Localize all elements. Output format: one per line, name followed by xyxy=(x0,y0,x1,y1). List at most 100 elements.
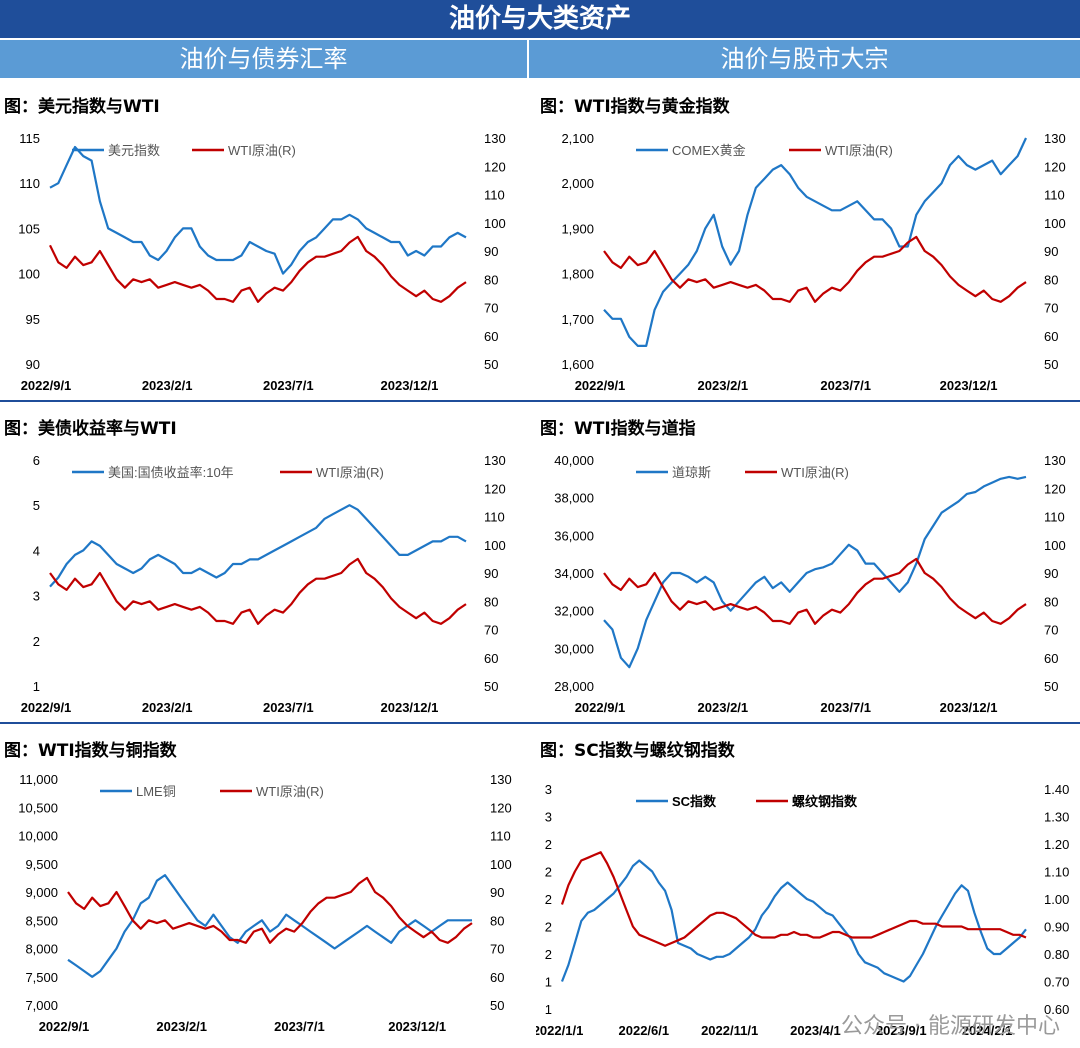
legend-label: WTI原油(R) xyxy=(256,784,324,799)
x-tick-label: 2022/9/1 xyxy=(575,700,626,715)
chart-panel-ust-wti: 图：美债收益率与WTI 6 5 4 3 2 1 130 120 110 100 90 80 70 60 50… xyxy=(0,414,528,719)
left-tick-label: 8,000 xyxy=(25,942,58,957)
legend-label: 美国:国债收益率:10年 xyxy=(108,465,234,480)
right-tick-label: 0.60 xyxy=(1044,1002,1069,1017)
series-line-secondary xyxy=(49,557,467,625)
left-tick-label: 6 xyxy=(33,453,40,468)
legend-label: COMEX黄金 xyxy=(672,143,746,158)
left-tick-label: 1,700 xyxy=(561,312,594,327)
right-tick-label: 70 xyxy=(1044,623,1058,638)
right-tick-label: 80 xyxy=(490,913,504,928)
x-tick-label: 2022/9/1 xyxy=(21,378,72,393)
x-tick-label: 2023/7/1 xyxy=(820,700,871,715)
x-tick-label: 2023/2/1 xyxy=(698,700,749,715)
x-tick-label: 2022/6/1 xyxy=(619,1023,670,1038)
chart-title: 图：SC指数与螺纹钢指数 xyxy=(540,741,735,761)
row-divider xyxy=(0,722,1080,724)
right-tick-label: 120 xyxy=(1044,159,1066,174)
right-tick-label: 1.40 xyxy=(1044,782,1069,797)
legend-label: WTI原油(R) xyxy=(825,143,893,158)
section-header-bonds-fx: 油价与债券汇率 xyxy=(0,40,527,78)
right-tick-label: 1.20 xyxy=(1044,837,1069,852)
left-tick-label: 32,000 xyxy=(554,604,594,619)
right-tick-label: 100 xyxy=(484,538,506,553)
right-tick-label: 130 xyxy=(1044,453,1066,468)
right-tick-label: 90 xyxy=(1044,566,1058,581)
right-tick-label: 120 xyxy=(484,481,506,496)
x-tick-label: 2023/7/1 xyxy=(263,378,314,393)
left-tick-label: 2 xyxy=(33,634,40,649)
left-tick-label: 5 xyxy=(33,498,40,513)
right-tick-label: 50 xyxy=(1044,357,1058,372)
x-tick-label: 2022/11/1 xyxy=(701,1023,758,1038)
left-tick-label: 30,000 xyxy=(554,641,594,656)
left-tick-label: 3 xyxy=(545,810,552,825)
x-tick-label: 2023/12/1 xyxy=(381,700,439,715)
left-tick-label: 90 xyxy=(26,357,40,372)
right-tick-label: 50 xyxy=(1044,679,1058,694)
left-tick-label: 100 xyxy=(18,267,40,282)
left-tick-label: 9,500 xyxy=(25,857,58,872)
x-tick-label: 2023/9/1 xyxy=(876,1023,927,1038)
x-tick-label: 2022/9/1 xyxy=(575,378,626,393)
left-tick-label: 1,900 xyxy=(561,221,594,236)
x-tick-label: 2022/9/1 xyxy=(21,700,72,715)
right-tick-label: 130 xyxy=(484,131,506,146)
legend-label: SC指数 xyxy=(672,794,717,809)
left-tick-label: 36,000 xyxy=(554,528,594,543)
chart-title: 图：WTI指数与道指 xyxy=(540,419,696,439)
x-tick-label: 2023/7/1 xyxy=(263,700,314,715)
left-tick-label: 38,000 xyxy=(554,491,594,506)
series-line-secondary xyxy=(603,235,1027,303)
right-tick-label: 120 xyxy=(1044,481,1066,496)
left-tick-label: 10,500 xyxy=(18,800,58,815)
chart-ust-wti: 6 5 4 3 2 1 130 120 110 100 90 80 70 60 50 2022/9/1 2023… xyxy=(21,453,506,715)
right-tick-label: 120 xyxy=(490,800,512,815)
x-tick-label: 2023/2/1 xyxy=(698,378,749,393)
left-tick-label: 34,000 xyxy=(554,566,594,581)
legend-label: 美元指数 xyxy=(108,143,160,158)
right-tick-label: 60 xyxy=(1044,329,1058,344)
chart-wti-copper: 11,000 10,500 10,000 9,500 9,000 8,500 8,000 7,… xyxy=(18,772,512,1034)
right-tick-label: 100 xyxy=(490,857,512,872)
series-line-primary xyxy=(603,475,1027,669)
right-tick-label: 1.00 xyxy=(1044,892,1069,907)
left-tick-label: 1 xyxy=(545,975,552,990)
legend-label: WTI原油(R) xyxy=(781,465,849,480)
right-tick-label: 70 xyxy=(490,942,504,957)
right-tick-label: 110 xyxy=(484,510,505,525)
right-tick-label: 80 xyxy=(484,272,498,287)
chart-panel-wti-copper: 图：WTI指数与铜指数 11,000 10,500 10,000 9,500 9,000… xyxy=(0,736,528,1041)
series-line-primary xyxy=(560,859,1027,983)
right-tick-label: 80 xyxy=(484,594,498,609)
section-header-stocks-commodities: 油价与股市大宗 xyxy=(529,40,1080,78)
left-tick-label: 1,800 xyxy=(561,267,594,282)
right-tick-label: 1.30 xyxy=(1044,810,1069,825)
right-tick-label: 80 xyxy=(1044,272,1058,287)
chart-panel-wti-gold: 图：WTI指数与黄金指数 2,100 2,000 1,900 1,800 1,700 1,… xyxy=(536,92,1080,397)
chart-wti-gold: 2,100 2,000 1,900 1,800 1,700 1,600 130 120 110 1… xyxy=(561,131,1066,393)
right-tick-label: 70 xyxy=(1044,301,1058,316)
chart-usd-wti: 115 110 105 100 95 90 130 120 110 100 90 80 70 60 50 20… xyxy=(18,131,506,393)
legend-label: LME铜 xyxy=(136,784,176,799)
left-tick-label: 2 xyxy=(545,865,552,880)
left-tick-label: 95 xyxy=(26,312,40,327)
left-tick-label: 7,000 xyxy=(25,998,58,1013)
left-tick-label: 11,000 xyxy=(19,772,58,787)
row-divider xyxy=(0,400,1080,402)
left-tick-label: 1 xyxy=(33,679,40,694)
left-tick-label: 2 xyxy=(545,920,552,935)
right-tick-label: 110 xyxy=(1044,510,1065,525)
x-tick-label: 2022/9/1 xyxy=(39,1019,90,1034)
x-tick-label: 2023/12/1 xyxy=(940,378,998,393)
legend-label: WTI原油(R) xyxy=(316,465,384,480)
series-line-secondary xyxy=(67,876,473,944)
right-tick-label: 90 xyxy=(484,244,498,259)
right-tick-label: 60 xyxy=(490,970,504,985)
right-tick-label: 90 xyxy=(484,566,498,581)
right-tick-label: 130 xyxy=(484,453,506,468)
right-tick-label: 1.10 xyxy=(1044,865,1069,880)
chart-panel-usd-wti: 图：美元指数与WTI 115 110 105 100 95 90 130 120 110 100 9… xyxy=(0,92,528,397)
right-tick-label: 100 xyxy=(484,216,506,231)
right-tick-label: 50 xyxy=(490,998,504,1013)
